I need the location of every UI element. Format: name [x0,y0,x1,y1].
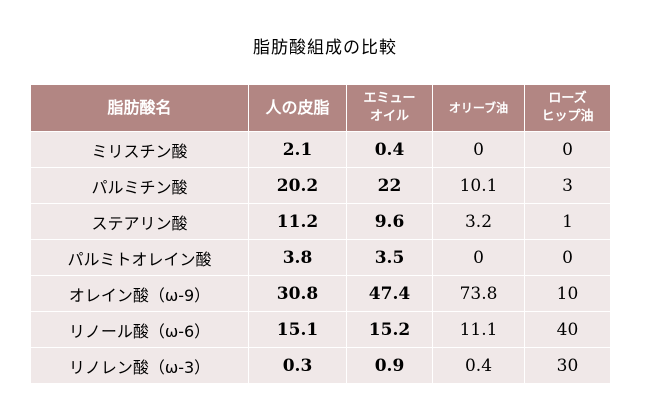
fatty-acid-name-cell: ステアリン酸 [30,203,249,240]
header-label-line2: ヒップ油 [541,109,594,124]
rosehip-oil-cell: 0 [524,239,611,276]
human-sebum-cell: 30.8 [248,275,347,312]
fatty-acid-name-cell: パルミトオレイン酸 [30,239,249,276]
table-row: リノール酸（ω‐6） 15.1 15.2 11.1 40 [30,311,611,348]
page-title: 脂肪酸組成の比較 [253,38,397,58]
fatty-acid-name-cell: リノール酸（ω‐6） [30,311,249,348]
human-sebum-cell: 3.8 [248,239,347,276]
fatty-acid-comparison-table: 脂肪酸名 人の皮脂 エミュー オイル オリーブ油 ローズ ヒップ油 ミリスチン酸… [30,84,611,384]
table-row: ミリスチン酸 2.1 0.4 0 0 [30,131,611,168]
table-row: パルミトオレイン酸 3.8 3.5 0 0 [30,239,611,276]
fatty-acid-name-cell: ミリスチン酸 [30,131,249,168]
header-label: 人の皮脂 [265,98,330,117]
olive-oil-cell: 3.2 [432,203,525,240]
header-label-line2: オイル [369,109,409,124]
human-sebum-cell: 15.1 [248,311,347,348]
olive-oil-cell: 0 [432,131,525,168]
rosehip-oil-cell: 3 [524,167,611,204]
olive-oil-cell: 0 [432,239,525,276]
emu-oil-cell: 15.2 [346,311,433,348]
table-row: リノレン酸（ω‐3） 0.3 0.9 0.4 30 [30,347,611,384]
emu-oil-cell: 9.6 [346,203,433,240]
fatty-acid-name-cell: パルミチン酸 [30,167,249,204]
human-sebum-cell: 20.2 [248,167,347,204]
header-rosehip-oil: ローズ ヒップ油 [524,84,611,132]
header-label-line1: ローズ [548,91,587,106]
header-fatty-acid-name: 脂肪酸名 [30,84,249,132]
olive-oil-cell: 0.4 [432,347,525,384]
header-label: 脂肪酸名 [107,98,172,117]
header-label: オリーブ油 [448,101,509,115]
emu-oil-cell: 0.4 [346,131,433,168]
table-header-row: 脂肪酸名 人の皮脂 エミュー オイル オリーブ油 ローズ ヒップ油 [30,84,611,132]
rosehip-oil-cell: 10 [524,275,611,312]
rosehip-oil-cell: 40 [524,311,611,348]
olive-oil-cell: 11.1 [432,311,525,348]
header-emu-oil: エミュー オイル [346,84,433,132]
emu-oil-cell: 0.9 [346,347,433,384]
emu-oil-cell: 3.5 [346,239,433,276]
rosehip-oil-cell: 0 [524,131,611,168]
table-row: パルミチン酸 20.2 22 10.1 3 [30,167,611,204]
header-olive-oil: オリーブ油 [432,84,525,132]
emu-oil-cell: 47.4 [346,275,433,312]
emu-oil-cell: 22 [346,167,433,204]
olive-oil-cell: 10.1 [432,167,525,204]
olive-oil-cell: 73.8 [432,275,525,312]
fatty-acid-name-cell: リノレン酸（ω‐3） [30,347,249,384]
rosehip-oil-cell: 30 [524,347,611,384]
rosehip-oil-cell: 1 [524,203,611,240]
human-sebum-cell: 11.2 [248,203,347,240]
human-sebum-cell: 2.1 [248,131,347,168]
header-label-line1: エミュー [363,91,416,106]
table-row: ステアリン酸 11.2 9.6 3.2 1 [30,203,611,240]
header-human-sebum: 人の皮脂 [248,84,347,132]
fatty-acid-name-cell: オレイン酸（ω‐9） [30,275,249,312]
human-sebum-cell: 0.3 [248,347,347,384]
table-row: オレイン酸（ω‐9） 30.8 47.4 73.8 10 [30,275,611,312]
